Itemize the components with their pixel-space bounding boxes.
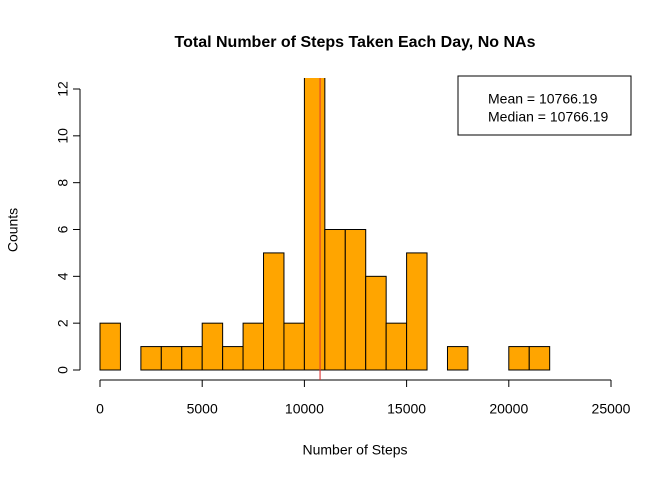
x-axis-label: Number of Steps bbox=[302, 442, 407, 458]
y-axis-label: Counts bbox=[5, 208, 21, 252]
x-tick-label: 0 bbox=[96, 401, 104, 417]
bar bbox=[160, 346, 183, 371]
bar bbox=[303, 78, 326, 371]
plot-area bbox=[99, 78, 551, 380]
legend-entry: Mean = 10766.19 bbox=[488, 91, 598, 107]
x-tick-label: 10000 bbox=[285, 401, 324, 417]
bar bbox=[528, 346, 551, 371]
bar bbox=[140, 346, 162, 371]
legend-entry: Median = 10766.19 bbox=[488, 109, 608, 125]
bar bbox=[385, 322, 408, 371]
y-tick-label: 4 bbox=[55, 272, 71, 280]
bar bbox=[242, 322, 265, 371]
bar bbox=[222, 346, 244, 371]
y-tick-label: 0 bbox=[55, 366, 71, 374]
bar bbox=[324, 229, 346, 371]
bar bbox=[508, 346, 530, 371]
x-tick-label: 20000 bbox=[489, 401, 528, 417]
x-tick-label: 15000 bbox=[387, 401, 426, 417]
bar bbox=[344, 229, 367, 371]
bar bbox=[263, 252, 285, 371]
y-tick-label: 12 bbox=[55, 81, 71, 97]
bar bbox=[99, 322, 121, 371]
chart-title: Total Number of Steps Taken Each Day, No… bbox=[175, 34, 536, 51]
bar bbox=[446, 346, 469, 371]
y-tick-label: 6 bbox=[55, 225, 71, 233]
x-tick-label: 25000 bbox=[592, 401, 631, 417]
bar bbox=[283, 322, 305, 371]
bar bbox=[201, 322, 224, 371]
bar bbox=[181, 346, 203, 371]
y-tick-label: 8 bbox=[55, 179, 71, 187]
bar bbox=[406, 252, 428, 371]
legend-box bbox=[457, 75, 632, 136]
bar bbox=[365, 275, 387, 371]
y-tick-label: 2 bbox=[55, 319, 71, 327]
y-tick-label: 10 bbox=[55, 128, 71, 144]
x-tick-label: 5000 bbox=[187, 401, 218, 417]
